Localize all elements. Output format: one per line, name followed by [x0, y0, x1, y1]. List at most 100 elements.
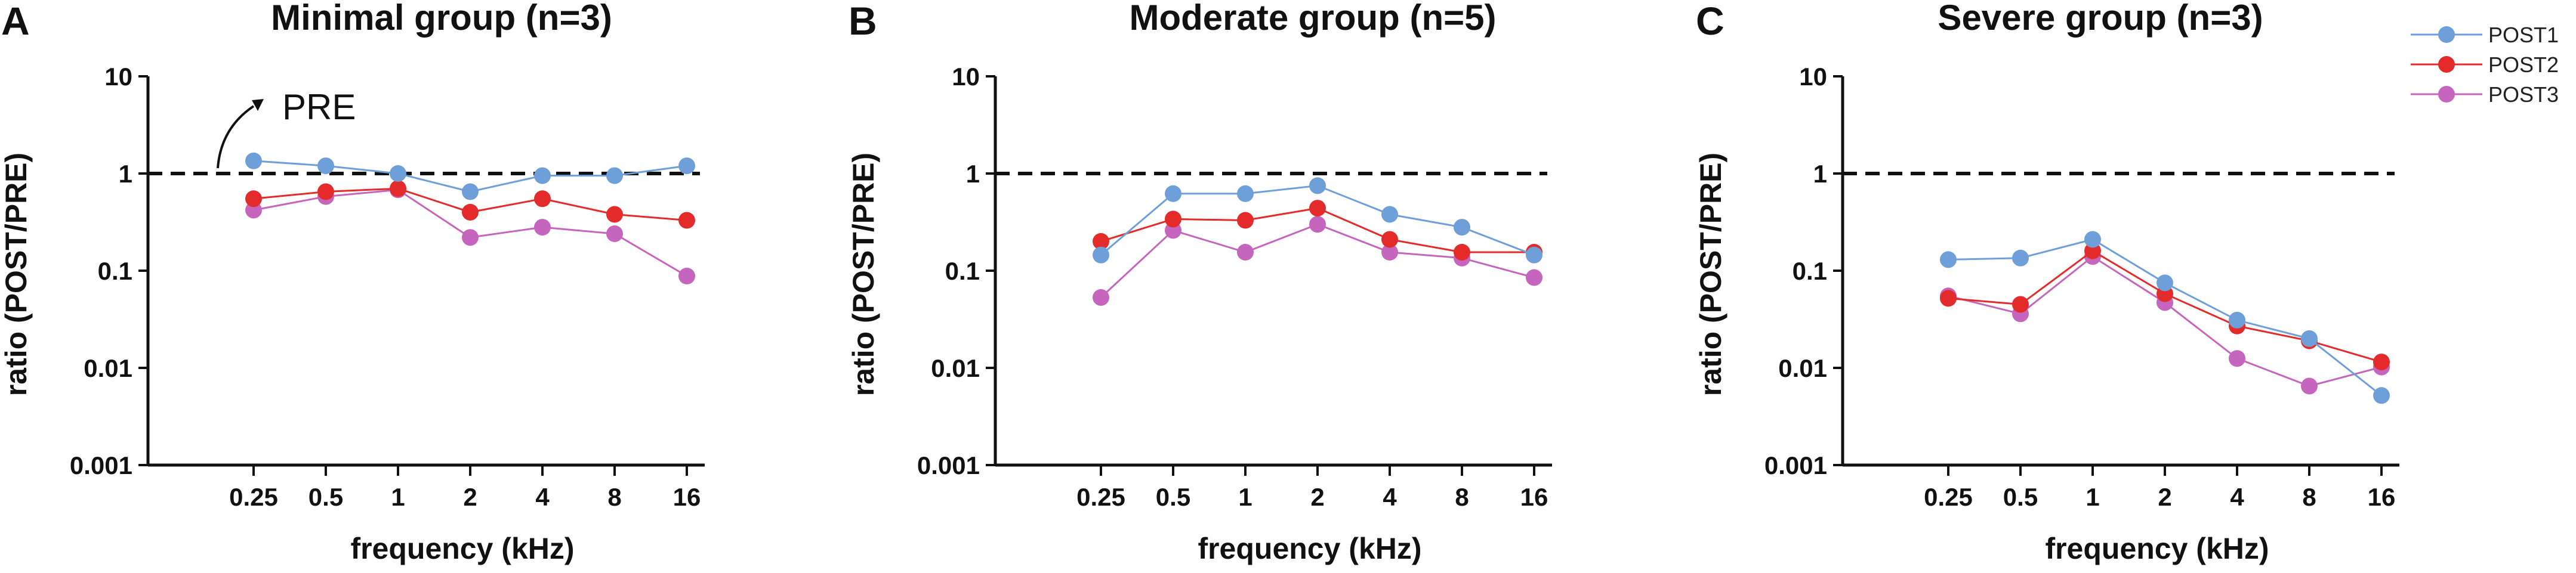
data-point-post3 — [1526, 269, 1542, 286]
data-point-post1 — [245, 152, 262, 169]
data-point-post3 — [2301, 377, 2318, 395]
x-tick-label: 16 — [2368, 483, 2396, 511]
x-tick-label: 0.5 — [308, 483, 343, 511]
data-point-post2 — [2084, 242, 2101, 259]
x-tick-label: 16 — [673, 483, 701, 511]
data-point-post3 — [1093, 289, 1109, 306]
data-point-post1 — [534, 167, 551, 184]
axes: 10 1 0.1 0.01 0.001 0.25 0.5 1 2 4 8 16 — [917, 63, 1552, 511]
y-tick-label: 0.1 — [945, 257, 980, 285]
x-axis-label: frequency (kHz) — [2045, 532, 2269, 565]
x-tick-label: 2 — [1310, 483, 1324, 511]
y-tick-label: 0.01 — [931, 354, 980, 382]
x-tick-label: 0.5 — [2003, 483, 2038, 511]
data-point-post1 — [1309, 177, 1326, 194]
panel-b: B Moderate group (n=5) ratio (POST/PRE) … — [847, 0, 1552, 565]
legend-marker-post2 — [2438, 56, 2455, 73]
data-point-post2 — [1381, 231, 1398, 248]
data-point-post3 — [1237, 244, 1254, 261]
pre-annotation-label: PRE — [282, 87, 356, 127]
data-point-post2 — [1165, 210, 1181, 228]
y-tick-label: 0.1 — [98, 257, 132, 285]
data-point-post1 — [606, 167, 623, 184]
panel-letter: B — [849, 0, 877, 43]
x-tick-label: 2 — [2158, 483, 2171, 511]
y-tick-label: 1 — [966, 160, 980, 188]
panel-title: Minimal group (n=3) — [271, 0, 612, 38]
y-axis-label: ratio (POST/PRE) — [0, 153, 33, 396]
data-point-post2 — [1454, 244, 1470, 261]
data-point-post2 — [1237, 212, 1254, 229]
y-tick-label: 0.001 — [70, 451, 132, 479]
pre-arrow-head — [252, 99, 264, 111]
x-tick-label: 0.25 — [1076, 483, 1125, 511]
data-point-post1 — [1165, 185, 1181, 202]
x-tick-label: 4 — [1383, 483, 1397, 511]
series-layer — [1940, 231, 2390, 404]
series-layer — [245, 152, 695, 284]
panel-letter: A — [1, 0, 30, 43]
data-point-post3 — [534, 219, 551, 236]
data-point-post3 — [2229, 350, 2245, 367]
y-tick-label: 0.1 — [1793, 257, 1827, 285]
y-tick-label: 0.001 — [1764, 451, 1827, 479]
data-point-post1 — [2373, 387, 2390, 404]
legend-label-post1: POST1 — [2488, 23, 2559, 47]
x-tick-label: 8 — [1455, 483, 1469, 511]
data-point-post3 — [1309, 216, 1326, 233]
data-point-post2 — [678, 212, 695, 229]
data-point-post1 — [1454, 219, 1470, 236]
y-tick-label: 1 — [1813, 160, 1827, 188]
data-point-post1 — [2301, 330, 2318, 347]
data-point-post1 — [2157, 274, 2173, 292]
data-point-post2 — [245, 190, 262, 207]
data-point-post3 — [678, 268, 695, 284]
y-tick-label: 10 — [952, 63, 980, 91]
legend: POST1 POST2 POST3 — [2411, 23, 2559, 107]
data-point-post2 — [317, 183, 334, 200]
data-point-post1 — [1940, 251, 1957, 268]
x-tick-label: 0.25 — [1924, 483, 1973, 511]
panel-title: Moderate group (n=5) — [1129, 0, 1496, 38]
y-tick-label: 10 — [1799, 63, 1827, 91]
y-tick-label: 10 — [104, 63, 132, 91]
x-tick-label: 1 — [391, 483, 405, 511]
data-point-post1 — [2229, 311, 2245, 329]
y-tick-label: 0.01 — [84, 354, 132, 382]
x-tick-label: 16 — [1520, 483, 1548, 511]
y-tick-label: 0.001 — [917, 451, 980, 479]
x-tick-label: 1 — [1238, 483, 1252, 511]
data-point-post2 — [1940, 290, 1957, 307]
data-point-post1 — [1093, 246, 1109, 264]
data-point-post2 — [390, 180, 406, 197]
data-point-post3 — [606, 225, 623, 242]
data-point-post1 — [2012, 249, 2029, 267]
pre-annotation: PRE — [217, 87, 356, 169]
pre-arrow — [217, 105, 255, 169]
y-tick-label: 0.01 — [1778, 354, 1827, 382]
x-tick-label: 8 — [2302, 483, 2316, 511]
data-point-post2 — [462, 203, 479, 221]
panel-c: C Severe group (n=3) ratio (POST/PRE) fr… — [1694, 0, 2399, 565]
x-tick-label: 8 — [607, 483, 621, 511]
series-layer — [1093, 177, 1542, 306]
data-point-post2 — [2012, 296, 2029, 313]
x-tick-label: 2 — [463, 483, 477, 511]
legend-marker-post1 — [2438, 26, 2455, 43]
legend-marker-post3 — [2438, 86, 2455, 103]
data-point-post1 — [678, 157, 695, 175]
y-tick-label: 1 — [119, 160, 132, 188]
data-point-post2 — [2373, 354, 2390, 371]
data-point-post1 — [317, 157, 334, 175]
legend-label-post2: POST2 — [2488, 52, 2559, 77]
x-tick-label: 1 — [2086, 483, 2099, 511]
data-point-post3 — [462, 229, 479, 246]
x-axis-label: frequency (kHz) — [350, 532, 574, 565]
axes: 10 1 0.1 0.01 0.001 0.25 0.5 1 2 4 8 16 — [70, 63, 705, 511]
x-tick-label: 0.25 — [229, 483, 278, 511]
x-tick-label: 4 — [2230, 483, 2244, 511]
y-axis-label: ratio (POST/PRE) — [847, 153, 880, 396]
legend-label-post3: POST3 — [2488, 82, 2559, 107]
data-point-post2 — [534, 190, 551, 207]
data-point-post2 — [1093, 233, 1109, 250]
